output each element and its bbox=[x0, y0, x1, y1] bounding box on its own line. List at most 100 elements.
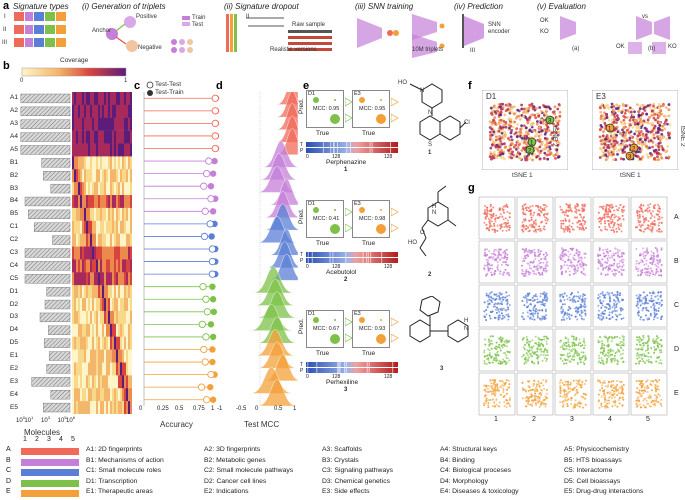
heatmap-cell bbox=[88, 233, 91, 247]
tsne-cell-point bbox=[542, 253, 545, 256]
tsne-cell-point bbox=[649, 203, 652, 206]
test-train-point-d3 bbox=[210, 308, 218, 315]
tsne-point bbox=[603, 111, 606, 115]
tsne-cell-point bbox=[502, 218, 505, 221]
tsne-cell-point bbox=[607, 402, 610, 405]
tsne-cell-point bbox=[658, 215, 661, 218]
tsne-cell-point bbox=[613, 357, 616, 360]
heatmap-cell bbox=[122, 246, 125, 260]
tsne-cell-point bbox=[502, 209, 505, 212]
tsne-cell-point bbox=[609, 391, 612, 394]
tsne-cell-point bbox=[569, 253, 572, 256]
tsne-cell-point bbox=[657, 401, 660, 404]
true-axis-label: True bbox=[362, 130, 376, 137]
tsne-point bbox=[494, 106, 498, 110]
heatmap-cell bbox=[90, 143, 93, 157]
tsne-cell-point bbox=[534, 293, 537, 296]
tsne-cell-point bbox=[522, 389, 525, 392]
tsne-point bbox=[654, 148, 658, 152]
tsne-cell-point bbox=[647, 338, 650, 341]
tsne-cell-point bbox=[605, 404, 608, 407]
tsne-cell-point bbox=[604, 385, 607, 388]
heatmap-cell bbox=[106, 388, 109, 402]
test-train-point-b3 bbox=[207, 183, 215, 190]
tsne-cell-point bbox=[603, 220, 606, 223]
heatmap-cell bbox=[124, 401, 127, 414]
tsne-cell-point bbox=[492, 382, 495, 385]
tsne-cell-point bbox=[483, 359, 486, 362]
tsne-cell-point bbox=[651, 226, 654, 229]
tsne-cell-point bbox=[497, 252, 500, 255]
tsne-cell-point bbox=[656, 381, 659, 384]
tsne-cell-point bbox=[568, 352, 571, 355]
mcc-number: 0.41 bbox=[328, 216, 340, 222]
tsne-cell-point bbox=[638, 223, 641, 226]
tsne-cell-point bbox=[528, 309, 531, 312]
tsne-cell-point bbox=[651, 270, 654, 273]
tsne-cell-point bbox=[641, 269, 644, 272]
tsne-cell-point bbox=[622, 264, 625, 267]
tsne-cell-point bbox=[542, 292, 545, 295]
tsne-cell-point bbox=[568, 273, 571, 276]
tsne-cell-point bbox=[618, 265, 621, 268]
eval-ok-b-label: OK bbox=[616, 44, 625, 50]
tsne-point bbox=[649, 151, 652, 155]
heatmap-cell bbox=[90, 285, 93, 299]
heatmap-cell bbox=[112, 182, 115, 196]
heatmap-cell bbox=[80, 323, 83, 337]
heatmap-cell bbox=[104, 117, 107, 131]
tsne-cell-point bbox=[657, 266, 660, 269]
tsne-cell-point bbox=[504, 362, 507, 365]
tsne-cell-point bbox=[651, 221, 654, 224]
tsne-cell-point bbox=[483, 384, 486, 387]
tsne-cell-point bbox=[640, 380, 643, 383]
g-row-label-a: A bbox=[674, 214, 679, 221]
test-test-point-d4 bbox=[198, 320, 206, 329]
molecule-bar-d2 bbox=[44, 299, 71, 310]
tsne-cell-point bbox=[572, 295, 575, 298]
heatmap-cell bbox=[114, 92, 117, 106]
heatmap-cell bbox=[128, 285, 131, 299]
tsne-cell-point bbox=[534, 295, 537, 298]
tsne-cell-point bbox=[637, 219, 640, 222]
tsne-cell-point bbox=[578, 257, 581, 260]
heatmap-cell bbox=[124, 207, 127, 221]
tsne-cell-point bbox=[559, 254, 562, 257]
heatmap-cell bbox=[86, 143, 89, 157]
sig-type-bars bbox=[14, 12, 66, 47]
tsne-cell-point bbox=[538, 318, 541, 321]
tsne-cell-point bbox=[647, 204, 650, 207]
test-test-point-c4 bbox=[208, 257, 217, 266]
tsne-cell-point bbox=[495, 214, 498, 217]
tsne-cell-point bbox=[495, 341, 498, 344]
heatmap-cell bbox=[108, 220, 111, 234]
tsne-cell-point bbox=[601, 264, 604, 267]
test-test-point-d3 bbox=[203, 308, 212, 316]
row-label-a1: A1 bbox=[10, 94, 18, 102]
tsne-cell-point bbox=[646, 249, 649, 252]
tsne-point bbox=[667, 155, 671, 159]
tsne-cell-point bbox=[657, 228, 660, 231]
tsne-point bbox=[614, 127, 618, 131]
heatmap-cell bbox=[82, 104, 85, 118]
heatmap-cell bbox=[92, 104, 95, 118]
row-label-b3: B3 bbox=[10, 184, 18, 192]
heatmap-cell bbox=[110, 285, 113, 299]
test-test-point-c2 bbox=[200, 232, 209, 241]
heatmap-cell bbox=[98, 92, 101, 106]
tsne-cell-point bbox=[569, 307, 572, 310]
heatmap-cell bbox=[130, 117, 132, 131]
heatmap-cell bbox=[86, 220, 89, 234]
tsne-point bbox=[603, 122, 607, 125]
tsne-cell-point bbox=[580, 351, 583, 354]
heatmap-cell bbox=[116, 272, 119, 286]
tsne-cell-point bbox=[653, 404, 656, 407]
tsne-point bbox=[520, 149, 524, 152]
tsne-cell-point bbox=[497, 389, 500, 392]
tsne-cell-point bbox=[567, 388, 570, 391]
tsne-cell-point bbox=[524, 274, 527, 277]
eval-sub-b-label: (b) bbox=[648, 46, 656, 52]
heatmap-cell bbox=[74, 195, 77, 209]
heatmap-cell bbox=[114, 169, 117, 183]
tsne-cell-point bbox=[572, 338, 575, 341]
